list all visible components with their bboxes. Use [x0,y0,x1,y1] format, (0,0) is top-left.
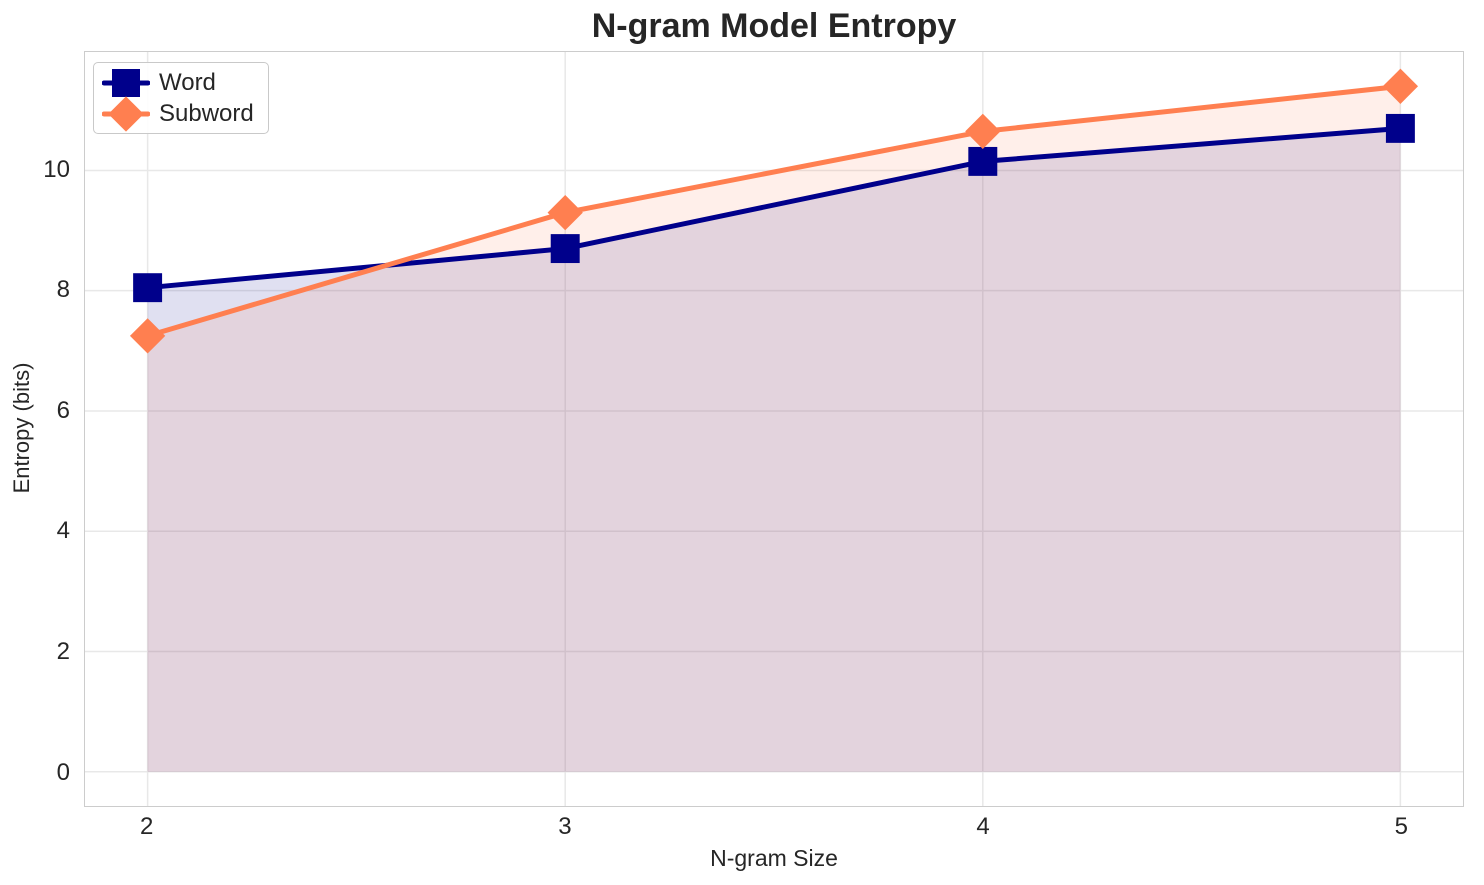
y-tick-label-8: 8 [56,276,70,304]
y-tick-label-6: 6 [56,396,70,424]
chart-title: N-gram Model Entropy [591,7,957,45]
x-axis-label: N-gram Size [710,845,838,871]
legend-item-subword: Subword [101,95,254,132]
marker-word-x2 [133,273,163,303]
y-tick-label-10: 10 [43,155,70,183]
square-marker-icon [101,64,151,102]
marker-word-x3 [550,234,580,264]
x-tick-label-4: 4 [976,813,990,840]
y-tick-label-2: 2 [56,638,70,666]
marker-subword-x3 [547,194,583,231]
marker-word-x5 [1385,113,1415,143]
plot-area: Word Subword [84,51,1464,807]
y-tick-label-4: 4 [56,517,70,545]
y-tick-label-0: 0 [56,758,70,786]
diamond-marker-icon [101,95,151,133]
x-tick-label-3: 3 [558,813,572,840]
area-fill-word [147,128,1401,772]
series-line-word [145,125,1403,291]
y-axis-label: Entropy (bits) [9,362,34,494]
x-tick-label-2: 2 [140,813,154,840]
area-fill-subword [147,86,1401,772]
marker-word-x4 [968,146,998,176]
plot-canvas [85,52,1463,806]
marker-subword-x2 [129,318,166,354]
legend-label-word: Word [159,68,216,96]
legend: Word Subword [93,62,269,134]
legend-label-subword: Subword [159,99,254,127]
series-line-subword [145,83,1403,339]
x-tick-label-5: 5 [1394,813,1408,840]
legend-item-word: Word [101,67,254,98]
